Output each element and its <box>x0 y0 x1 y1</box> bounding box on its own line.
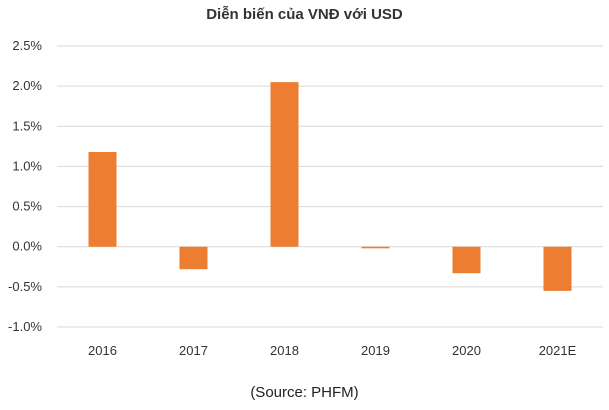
y-tick-label: 1.0% <box>12 158 42 173</box>
source-note: (Source: PHFM) <box>250 384 359 401</box>
bar-chart: 2.5%2.0%1.5%1.0%0.5%0.0%-0.5%-1.0% 2016 2… <box>8 38 603 358</box>
bars <box>88 82 572 291</box>
gridlines <box>57 45 603 328</box>
y-tick-label: -0.5% <box>8 279 42 294</box>
bar-2019 <box>361 246 390 249</box>
bar-2016 <box>88 151 117 247</box>
y-tick-label: 2.0% <box>12 78 42 93</box>
y-tick-label: 0.0% <box>12 239 42 254</box>
y-tick-label: 0.5% <box>12 199 42 214</box>
bar-2020 <box>452 246 481 274</box>
x-tick-label: 2020 <box>452 343 481 358</box>
x-tick-label: 2018 <box>270 343 299 358</box>
bar-2017 <box>179 246 208 270</box>
bar-2018 <box>270 82 299 247</box>
y-tick-label: -1.0% <box>8 319 42 334</box>
x-tick-label: 2016 <box>88 343 117 358</box>
y-axis-ticks: 2.5% 2.0% 1.5% 1.0% 0.5% 0.0% -0.5% -1.0% <box>8 38 42 334</box>
chart-title: Diễn biến của VNĐ với USD <box>206 6 403 23</box>
y-tick-label: 2.5% <box>12 38 42 53</box>
x-axis-ticks: 2016 2017 2018 2019 2020 2021E <box>88 343 577 358</box>
bar-2021e <box>543 246 572 291</box>
x-tick-label: 2021E <box>539 343 577 358</box>
x-tick-label: 2019 <box>361 343 390 358</box>
x-tick-label: 2017 <box>179 343 208 358</box>
y-tick-label: 1.5% <box>12 118 42 133</box>
